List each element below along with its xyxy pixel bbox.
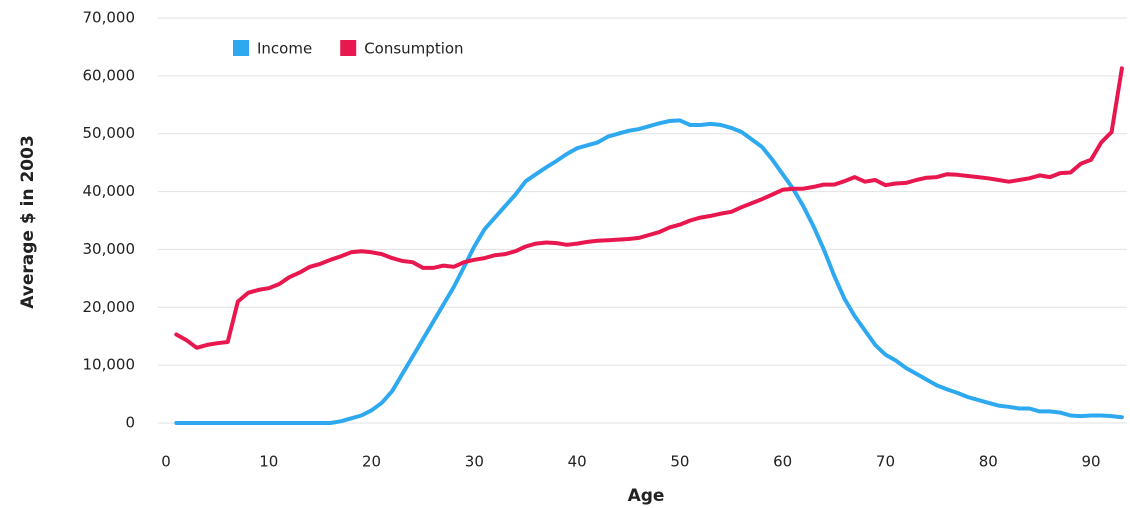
y-tick-label: 0 — [125, 414, 135, 432]
y-tick-label: 20,000 — [83, 298, 136, 316]
x-tick-label: 80 — [979, 453, 998, 471]
y-tick-label: 40,000 — [83, 182, 136, 200]
legend-swatch — [340, 40, 357, 56]
legend-swatch — [233, 40, 249, 56]
x-axis-title: Age — [628, 486, 665, 506]
y-tick-label: 60,000 — [83, 66, 136, 84]
legend-item: Consumption — [340, 40, 464, 58]
y-tick-label: 10,000 — [83, 356, 136, 374]
y-axis-title: Average $ in 2003 — [18, 135, 38, 309]
x-tick-label: 90 — [1081, 453, 1100, 471]
x-tick-label: 60 — [773, 453, 792, 471]
y-tick-label: 70,000 — [83, 9, 136, 27]
y-tick-label: 30,000 — [83, 240, 136, 258]
series-line — [174, 118, 1124, 425]
x-tick-label: 40 — [568, 453, 587, 471]
x-tick-label: 70 — [876, 453, 895, 471]
y-tick-label: 50,000 — [83, 124, 136, 142]
legend-label: Consumption — [364, 40, 463, 58]
legend-item: Income — [233, 40, 312, 58]
series-line — [174, 66, 1124, 350]
x-tick-label: 10 — [259, 453, 278, 471]
legend-label: Income — [257, 40, 312, 58]
x-tick-label: 50 — [670, 453, 689, 471]
x-tick-label: 0 — [161, 453, 171, 471]
x-tick-label: 20 — [362, 453, 381, 471]
x-tick-label: 30 — [465, 453, 484, 471]
